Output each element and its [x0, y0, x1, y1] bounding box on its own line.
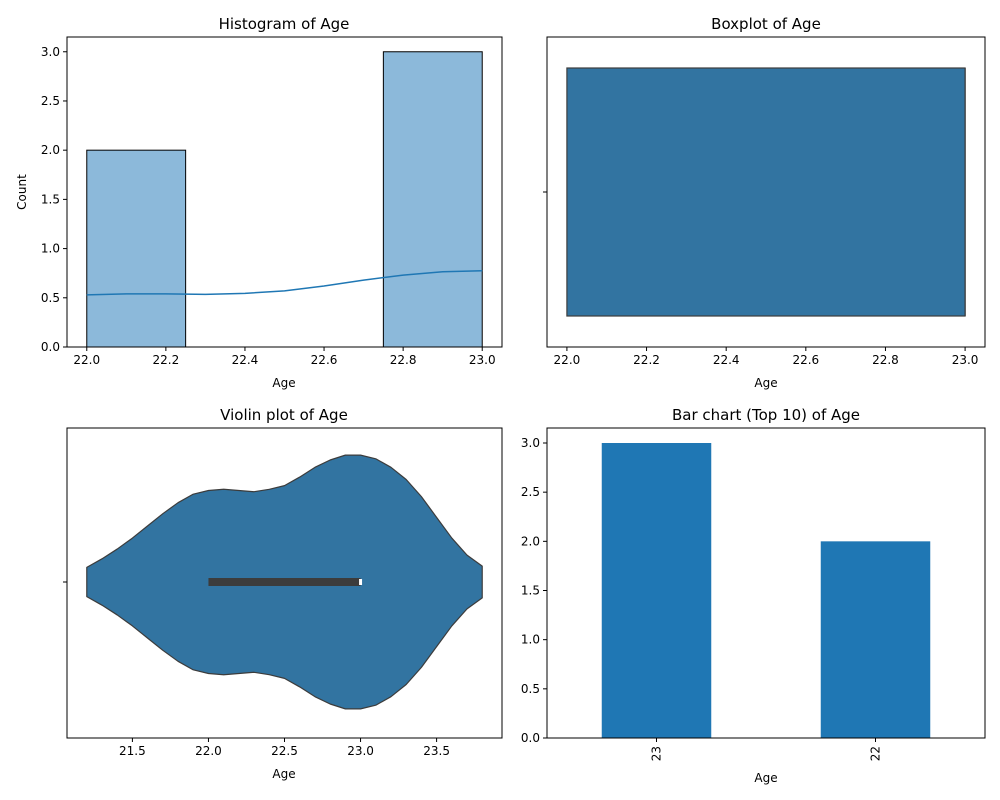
histogram-xtick-label: 22.0: [73, 353, 100, 367]
barchart-axes-frame: [546, 427, 986, 739]
violin-panel: Violin plot of Age 21.5 22.0 22.5 23.0 23.5 …: [63, 406, 503, 781]
barchart-title: Bar chart (Top 10) of Age: [672, 406, 860, 424]
violin-median-marker: [359, 579, 363, 585]
histogram-panel: Histogram of Age 22.0 22.2 22.4 22.6 22.8 23.…: [15, 15, 503, 390]
histogram-bar: [86, 149, 187, 348]
boxplot-xtick-label: 22.4: [713, 353, 740, 367]
histogram-bar: [382, 51, 483, 348]
histogram-xtick-label: 23.0: [469, 353, 496, 367]
boxplot-xtick-label: 22.2: [633, 353, 660, 367]
barchart-panel: Bar chart (Top 10) of Age 23 22 0.0 0.5 1.0 1…: [521, 406, 986, 785]
violin-xtick-label: 23.5: [423, 744, 450, 758]
barchart-xlabel: Age: [754, 771, 777, 785]
violin-xtick-label: 22.0: [195, 744, 222, 758]
violin-xtick-label: 22.5: [271, 744, 298, 758]
histogram-ylabel: Count: [15, 174, 29, 210]
barchart-ytick-label: 1.5: [521, 584, 540, 598]
boxplot-xtick-label: 22.8: [872, 353, 899, 367]
bar-23: [601, 443, 712, 738]
barchart-ytick-label: 1.0: [521, 633, 540, 647]
boxplot-box: [566, 67, 966, 317]
bar-22: [820, 541, 931, 738]
violin-xtick-label: 21.5: [119, 744, 146, 758]
histogram-xlabel: Age: [272, 376, 295, 390]
histogram-axes-frame: [66, 36, 503, 348]
histogram-ytick-label: 3.0: [41, 45, 60, 59]
histogram-xtick-label: 22.8: [390, 353, 417, 367]
boxplot-xtick-label: 22.6: [792, 353, 819, 367]
barchart-xtick-label: 22: [869, 746, 883, 761]
kde-line: [86, 269, 483, 296]
barchart-ytick-label: 3.0: [521, 436, 540, 450]
histogram-xtick-label: 22.4: [232, 353, 259, 367]
barchart-ytick-label: 0.5: [521, 682, 540, 696]
histogram-ytick-label: 2.5: [41, 94, 60, 108]
histogram-ytick-label: 1.0: [41, 242, 60, 256]
histogram-ytick-label: 1.5: [41, 192, 60, 206]
boxplot-xtick-label: 22.0: [554, 353, 581, 367]
violin-xtick-label: 23.0: [347, 744, 374, 758]
histogram-xtick-label: 22.6: [311, 353, 338, 367]
violin-xlabel: Age: [272, 767, 295, 781]
histogram-ytick-label: 0.0: [41, 340, 60, 354]
histogram-ytick-label: 0.5: [41, 291, 60, 305]
barchart-ytick-label: 2.0: [521, 534, 540, 548]
histogram-title: Histogram of Age: [219, 15, 350, 33]
violin-title: Violin plot of Age: [220, 406, 348, 424]
histogram-ytick-label: 2.0: [41, 143, 60, 157]
boxplot-title: Boxplot of Age: [711, 15, 821, 33]
boxplot-panel: Boxplot of Age 22.0 22.2 22.4 22.6 22.8 23.0 …: [543, 15, 986, 390]
barchart-ytick-label: 2.5: [521, 485, 540, 499]
histogram-xtick-label: 22.2: [153, 353, 180, 367]
barchart-xtick-label: 23: [650, 746, 664, 761]
violin-inner-box: [208, 578, 361, 586]
boxplot-xlabel: Age: [754, 376, 777, 390]
boxplot-xtick-label: 23.0: [952, 353, 979, 367]
barchart-ytick-label: 0.0: [521, 731, 540, 745]
